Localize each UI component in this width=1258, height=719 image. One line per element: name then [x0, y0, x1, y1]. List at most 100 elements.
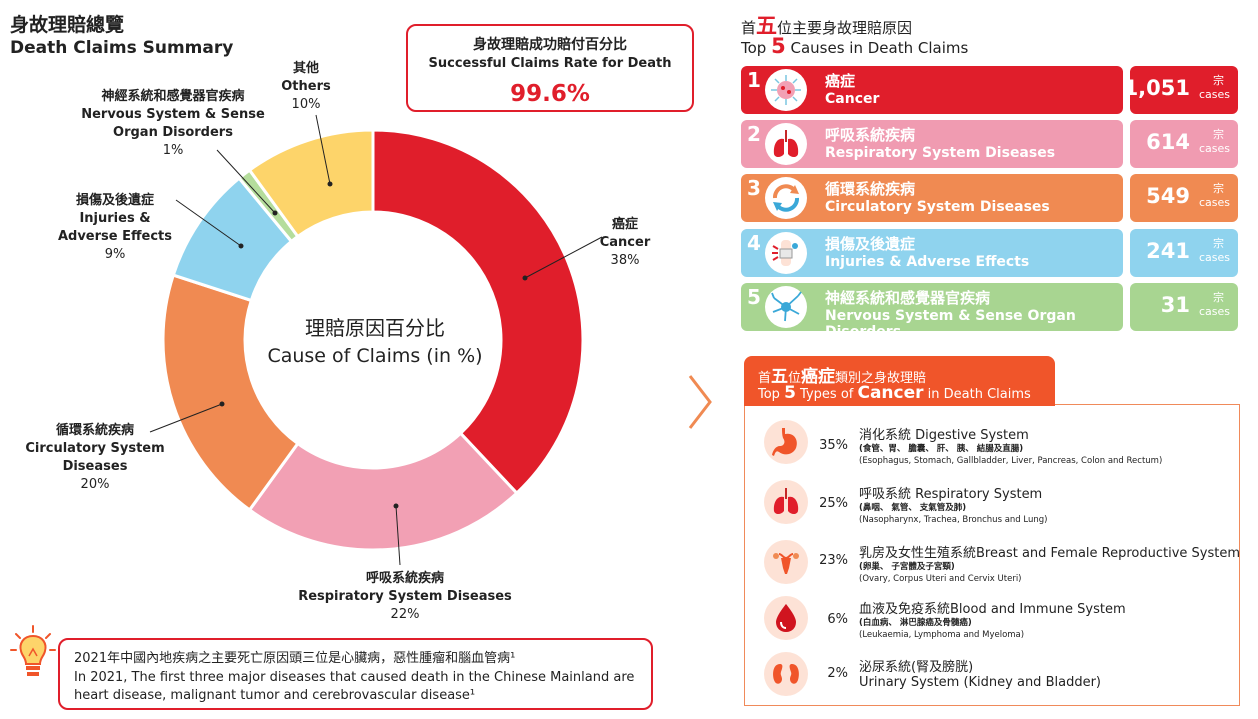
top5-row-injuries: 4 損傷及後遺症 Injuries & Adverse Effects — [741, 229, 1123, 277]
leader-line-nervous — [216, 149, 276, 214]
blood-drop-icon — [764, 596, 808, 640]
note-line-zh: 2021年中國內地疾病之主要死亡原因頭三位是心臟病，惡性腫瘤和腦血管病¹ — [74, 651, 516, 666]
top5-count-respiratory: 614 宗 cases — [1130, 120, 1238, 168]
cancer-tab-en-pre: Top — [758, 387, 785, 402]
cancer-item-sub-en: (Leukaemia, Lymphoma and Myeloma) — [859, 630, 1025, 640]
label-others-en: Others — [281, 79, 331, 94]
donut-center-en: Cause of Claims (in %) — [267, 345, 483, 367]
cancer-types-tab: 首五位癌症類別之身故理賠 Top 5 Types of Cancer in De… — [744, 356, 1055, 406]
label-others-zh: 其他 — [292, 61, 319, 76]
label-others-pct: 10% — [291, 97, 321, 112]
cancer-tab-zh-mid: 位 — [788, 371, 802, 386]
label-nervous-en2: Organ Disorders — [113, 125, 233, 140]
top5-title-zh: 首五位主要身故理賠原因 — [741, 10, 912, 40]
top5-count-cancer: 1,051 宗 cases — [1124, 66, 1238, 114]
rate-title-en: Successful Claims Rate for Death — [428, 56, 672, 71]
label-respiratory-pct: 22% — [390, 607, 420, 622]
cancer-item-sub-zh: (卵巢、 子宮體及子宮頸) — [859, 562, 955, 572]
top5-row-nervous: 5 神經系統和感覺器官疾病 Nervous System & Sense Org… — [741, 283, 1123, 340]
rank-number: 2 — [747, 122, 761, 146]
label-circulatory-en1: Circulatory System — [25, 441, 165, 456]
label-circulatory-zh: 循環系統疾病 — [55, 423, 134, 438]
neuron-icon — [765, 286, 807, 328]
top5-title-zh-post: 位主要身故理賠原因 — [777, 19, 913, 37]
injury-icon — [765, 232, 807, 274]
success-rate-box: 身故理賠成功賠付百分比 Successful Claims Rate for D… — [406, 24, 694, 112]
note-line-en-2: heart disease, malignant tumor and cereb… — [74, 688, 476, 703]
leader-lines — [149, 114, 603, 566]
cancer-item-title: 呼吸系統 Respiratory System — [859, 487, 1043, 502]
unit-en: cases — [1198, 88, 1230, 101]
cancer-tab-zh-big: 癌症 — [801, 367, 836, 387]
row-title-en: Nervous System & Sense Organ Disorders — [825, 308, 1076, 340]
cancer-tab-en-post: in Death Claims — [923, 387, 1031, 402]
label-injuries: 損傷及後遺症 Injuries & Adverse Effects 9% — [50, 192, 180, 264]
leader-dot-circulatory — [219, 401, 225, 407]
top5-title-en-post: Causes in Death Claims — [785, 39, 969, 57]
case-count: 549 — [1146, 184, 1190, 208]
slice-others — [247, 128, 375, 239]
cancer-item-title: 血液及免疫系統Blood and Immune System — [859, 602, 1126, 617]
row-title-zh: 循環系統疾病 — [825, 180, 916, 198]
label-respiratory-zh: 呼吸系統疾病 — [365, 571, 444, 586]
row-title-en: Circulatory System Diseases — [825, 199, 1050, 215]
case-count: 1,051 — [1123, 76, 1190, 100]
top5-title-zh-num: 五 — [756, 14, 778, 38]
rank-number: 5 — [747, 285, 761, 309]
cancer-item-pct: 23% — [819, 553, 848, 568]
donut-chart — [149, 114, 603, 566]
cancer-tab-zh-num: 五 — [771, 367, 789, 387]
case-count: 614 — [1146, 130, 1190, 154]
leader-dot-nervous — [272, 210, 278, 216]
cancer-tab-en-big: Cancer — [857, 383, 924, 403]
case-count: 241 — [1146, 239, 1190, 263]
uterus-icon — [764, 540, 808, 584]
case-count: 31 — [1160, 293, 1190, 317]
cancer-item-sub-zh: (鼻咽、 氣管、 支氣管及肺) — [859, 503, 967, 513]
cancer-tab-en-num: 5 — [784, 383, 796, 403]
cancer-item-pct: 35% — [819, 438, 848, 453]
unit-zh: 宗 — [1213, 291, 1224, 304]
leader-line-others — [315, 114, 331, 185]
top5-row-circulatory: 3 循環系統疾病 Circulatory System Diseases — [741, 174, 1123, 222]
cancer-item-pct: 6% — [827, 612, 848, 627]
cancer-tab-zh-post: 類別之身故理賠 — [835, 371, 927, 386]
label-injuries-zh: 損傷及後遺症 — [75, 193, 154, 208]
top5-title-zh-pre: 首 — [741, 19, 757, 37]
label-nervous-en1: Nervous System & Sense — [81, 107, 265, 122]
label-injuries-en2: Adverse Effects — [57, 229, 173, 244]
stomach-icon — [764, 420, 808, 464]
cancer-tab-title-en: Top 5 Types of Cancer in Death Claims — [758, 383, 1031, 403]
unit-zh: 宗 — [1213, 128, 1224, 141]
leader-line-cancer — [524, 236, 603, 279]
donut-center-zh: 理賠原因百分比 — [305, 316, 445, 340]
leader-line-injuries — [175, 199, 242, 247]
row-title-en: Injuries & Adverse Effects — [825, 254, 1030, 270]
top5-title-en: Top 5 Causes in Death Claims — [741, 34, 968, 58]
slice-cancer — [371, 128, 585, 496]
cancer-item-sub-en: (Esophagus, Stomach, Gallbladder, Liver,… — [859, 456, 1163, 466]
label-cancer-en: Cancer — [599, 235, 651, 250]
rank-number: 1 — [747, 68, 761, 92]
label-respiratory: 呼吸系統疾病 Respiratory System Diseases 22% — [290, 570, 520, 624]
unit-zh: 宗 — [1213, 74, 1224, 87]
row-title-zh: 呼吸系統疾病 — [825, 126, 916, 144]
unit-zh: 宗 — [1213, 182, 1224, 195]
lungs-icon — [764, 480, 808, 524]
top5-row-cancer: 1 癌症 Cancer — [741, 66, 1123, 114]
cancer-tab-en-mid: Types of — [795, 387, 858, 402]
leader-dot-respiratory — [393, 503, 399, 509]
cancer-tab-zh-pre: 首 — [758, 371, 772, 386]
top5-title-en-pre: Top — [741, 39, 772, 57]
cancer-tab-title-zh: 首五位癌症類別之身故理賠 — [758, 362, 926, 387]
row-title-zh: 神經系統和感覺器官疾病 — [825, 289, 991, 307]
cancer-item-pct: 25% — [819, 496, 848, 511]
lungs-icon — [765, 123, 807, 165]
summary-title-zh: 身故理賠總覽 — [10, 14, 125, 36]
leader-dot-injuries — [238, 243, 244, 249]
label-cancer: 癌症 Cancer 38% — [580, 216, 670, 270]
label-circulatory-en2: Diseases — [62, 459, 128, 474]
cancer-cell-icon — [765, 69, 807, 111]
summary-title-en: Death Claims Summary — [10, 38, 234, 58]
leader-line-respiratory — [395, 505, 401, 566]
